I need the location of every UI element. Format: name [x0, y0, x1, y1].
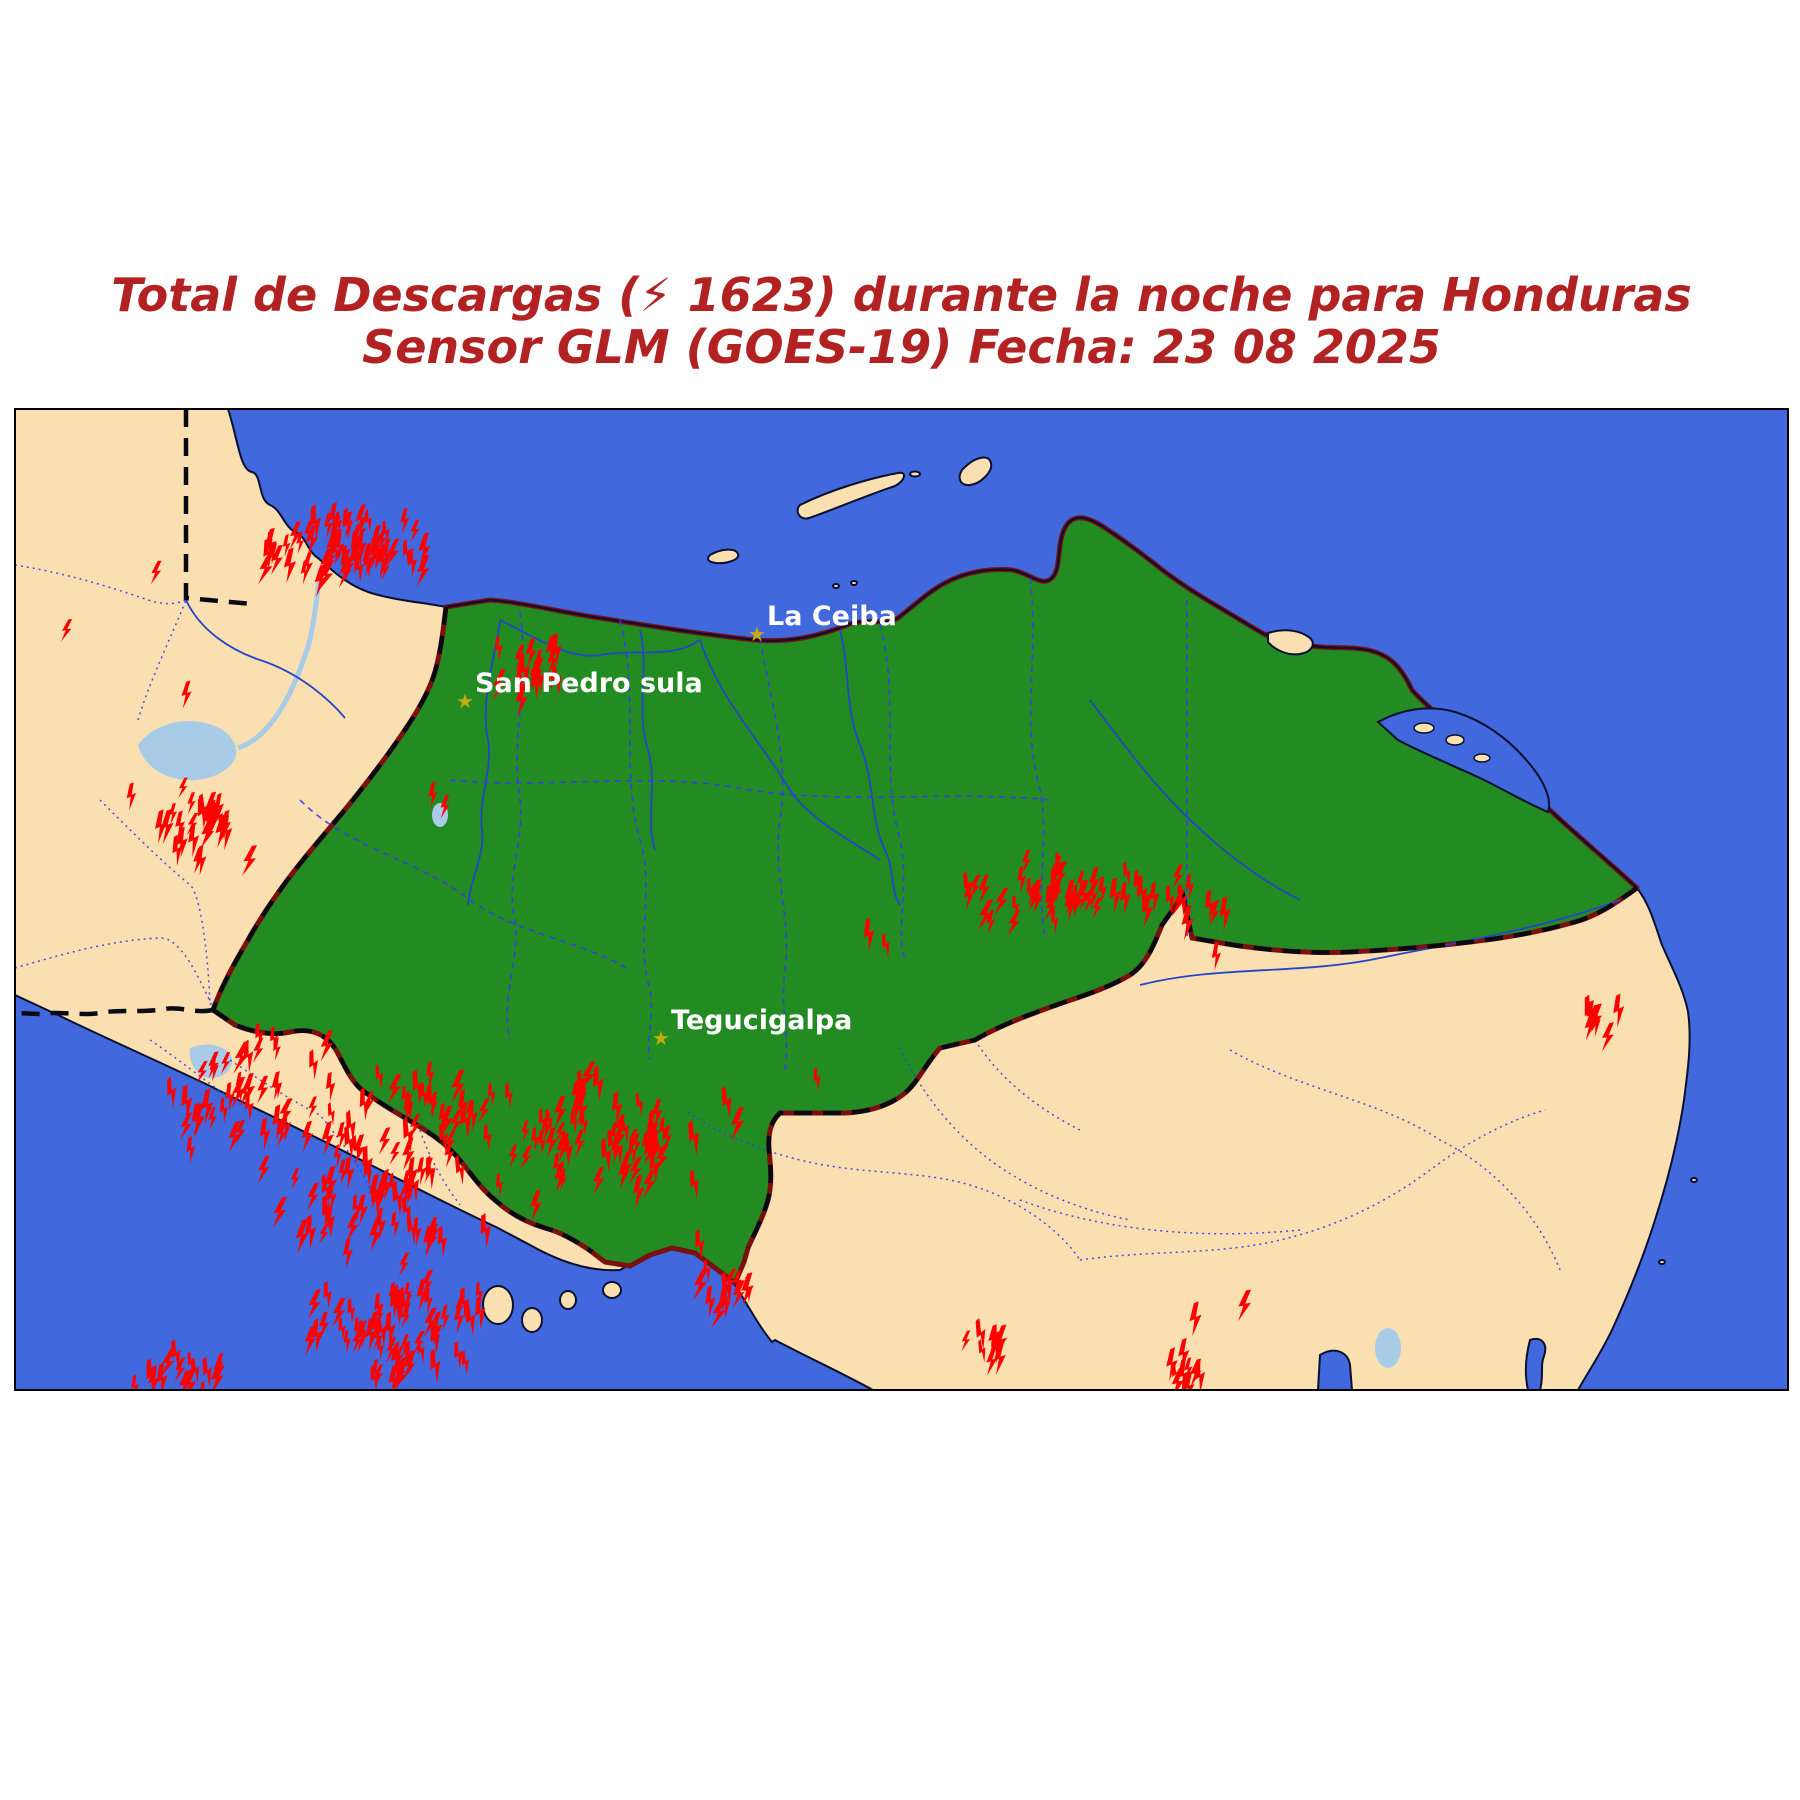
island-cay	[850, 580, 858, 586]
island-utila	[707, 548, 740, 565]
bluefields-lagoon	[1524, 1338, 1547, 1390]
caratasca-lagoon	[1376, 707, 1550, 814]
border-belize-guatemala	[183, 409, 253, 607]
fonseca-island	[482, 1285, 514, 1325]
border-honduras-elsalvador	[211, 1008, 594, 1254]
border-honduras-guatemala	[210, 606, 449, 1011]
island-cay	[909, 470, 921, 478]
lagoon-islet	[1473, 753, 1491, 763]
city-label: San Pedro sula	[475, 668, 703, 699]
city-star-icon: ★	[456, 689, 474, 713]
fonseca-island	[602, 1281, 622, 1299]
map-title-line2: Sensor GLM (GOES-19) Fecha: 23 08 2025	[362, 320, 1441, 374]
fonseca-island	[559, 1290, 577, 1310]
border-guatemala-elsalvador	[15, 1006, 214, 1017]
lagoon-islet	[1445, 734, 1465, 746]
island-cay	[1690, 1177, 1698, 1183]
city-star-icon: ★	[748, 622, 766, 646]
island-cay	[832, 583, 840, 589]
country-borders	[15, 409, 1639, 1254]
city-label: La Ceiba	[767, 601, 897, 632]
map-frame	[14, 408, 1789, 1391]
coastal-islet	[1267, 629, 1314, 656]
island-cay	[1658, 1259, 1666, 1265]
neighbour-admin-borders	[15, 564, 1561, 1271]
rivers	[185, 599, 1621, 986]
fonseca-island	[521, 1307, 543, 1333]
lake-managua	[1316, 1349, 1354, 1390]
city-label: Tegucigalpa	[671, 1005, 852, 1036]
lake-izabal	[138, 721, 237, 781]
lake-nicaragua-small	[1375, 1328, 1401, 1368]
lagoon-islet	[1413, 722, 1435, 734]
islands	[482, 456, 1698, 1333]
island-guanaja	[958, 456, 993, 487]
island-roatan	[796, 471, 905, 520]
city-star-icon: ★	[652, 1026, 670, 1050]
map-title-line1: Total de Descargas (⚡ 1623) durante la n…	[111, 268, 1692, 322]
city-labels-layer: ★La Ceiba★San Pedro sula★Tegucigalpa	[456, 601, 897, 1050]
border-honduras-nicaragua	[745, 886, 1639, 1249]
